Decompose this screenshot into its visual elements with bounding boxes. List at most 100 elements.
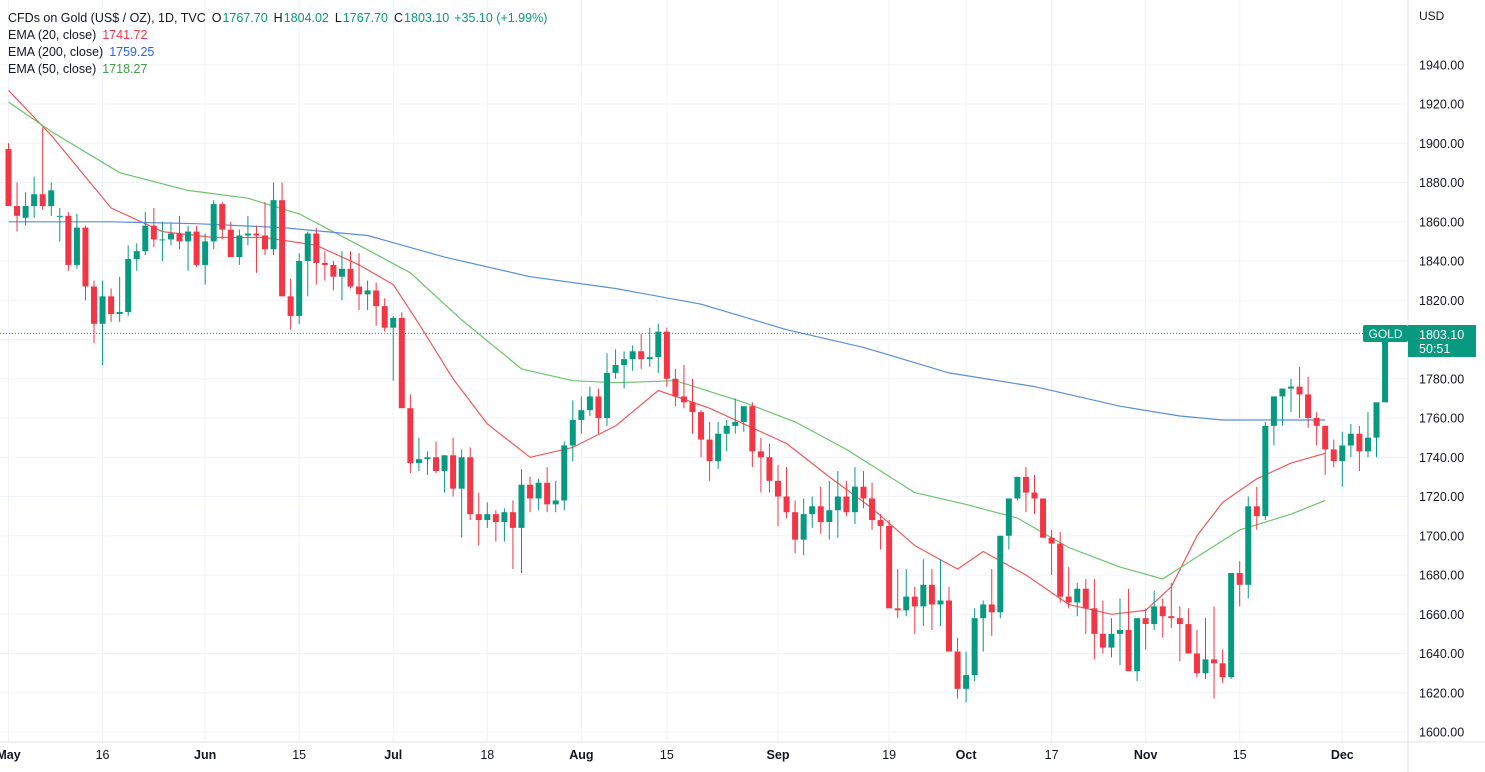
candle — [262, 202, 268, 256]
candle-body — [1313, 418, 1320, 426]
candle — [458, 449, 465, 538]
y-tick-label: 1880.00 — [1419, 176, 1464, 190]
candle-body — [330, 264, 337, 277]
x-tick-label: 15 — [292, 748, 306, 762]
y-tick-label: 1900.00 — [1419, 137, 1464, 151]
candle-body — [817, 506, 824, 523]
legend-ema20-row[interactable]: EMA (20, close) 1741.72 — [8, 27, 547, 44]
candle — [1176, 606, 1183, 662]
candle — [1245, 496, 1252, 599]
legend-ema200-row[interactable]: EMA (200, close) 1759.25 — [8, 44, 547, 61]
candle — [937, 559, 944, 627]
x-tick-label: Oct — [956, 748, 978, 762]
candle-body — [1176, 618, 1183, 625]
legend-low-label: L — [334, 11, 342, 25]
candle — [492, 510, 499, 542]
candle-body — [1330, 449, 1337, 462]
candle-body — [775, 480, 781, 497]
candle — [638, 333, 645, 369]
candle-body — [749, 406, 756, 452]
x-tick-label: 16 — [96, 748, 110, 762]
candle-body — [860, 486, 867, 499]
candle-body — [723, 425, 730, 434]
candle-body — [911, 596, 918, 607]
candle — [1356, 425, 1363, 471]
candle — [672, 368, 679, 407]
y-tick-label: 1780.00 — [1419, 372, 1464, 386]
candle — [424, 451, 431, 475]
candle-body — [210, 204, 217, 242]
candle — [954, 637, 961, 699]
candle — [1082, 578, 1089, 634]
candle-body — [1142, 618, 1149, 625]
candle — [826, 480, 833, 540]
candle-body — [492, 514, 499, 523]
candle — [185, 225, 192, 271]
legend-high-label: H — [273, 11, 283, 25]
candle-body — [689, 402, 696, 413]
candle-body — [988, 604, 995, 613]
candle-body — [116, 312, 123, 314]
candle — [108, 288, 115, 322]
candle-body — [56, 215, 63, 217]
candle-body — [313, 233, 320, 263]
candle — [1211, 606, 1218, 699]
legend-change: +35.10 (+1.99%) — [454, 11, 548, 25]
candle-body — [458, 457, 465, 489]
candle-body — [31, 194, 38, 207]
candle — [886, 520, 893, 609]
legend-ohlc-row[interactable]: CFDs on Gold (US$ / OZ), 1D, TVC O1767.70… — [8, 10, 547, 27]
candle — [501, 508, 508, 542]
candle-body — [1091, 608, 1098, 634]
candle — [219, 202, 226, 240]
time-axis[interactable]: May 16 Jun 15 Jul 18 Aug 15 Sep 19 Oct 17 Nov 15 Dec — [0, 741, 1485, 762]
candle — [928, 569, 935, 630]
candle-body — [655, 331, 662, 358]
candle-body — [963, 675, 970, 689]
candle — [1014, 476, 1021, 501]
ema50-label: EMA (50, close) — [8, 62, 97, 76]
candle-body — [167, 233, 174, 240]
candle-body — [1347, 433, 1354, 446]
candle-body — [971, 618, 978, 676]
candle-body — [663, 331, 670, 379]
candle — [1005, 498, 1012, 550]
candle — [569, 400, 576, 462]
candle-body — [450, 455, 457, 489]
candle-body — [800, 514, 807, 540]
candle — [484, 502, 491, 528]
candle — [1219, 649, 1226, 683]
x-tick-label: 15 — [660, 748, 674, 762]
candle — [1330, 439, 1337, 468]
candle — [749, 402, 756, 468]
y-tick-label: 1940.00 — [1419, 58, 1464, 72]
candle-body — [236, 235, 243, 258]
candle — [971, 608, 978, 681]
x-tick-label: 18 — [480, 748, 494, 762]
candle — [227, 221, 234, 258]
candle — [715, 421, 722, 470]
candle-body — [398, 317, 405, 409]
price-axis[interactable]: 1600.00 1620.00 1640.00 1660.00 1680.00 1700.… — [1407, 0, 1464, 772]
candle — [82, 225, 89, 301]
candle-body — [672, 378, 679, 397]
candle-body — [1356, 433, 1363, 452]
candle — [356, 253, 363, 311]
candle-body — [646, 357, 653, 360]
candle — [663, 327, 670, 387]
candle — [1347, 423, 1354, 458]
candle-body — [1270, 396, 1277, 426]
y-tick-label: 1840.00 — [1419, 255, 1464, 269]
candle — [65, 211, 72, 271]
candle-body — [262, 235, 268, 250]
candle — [604, 353, 610, 426]
candle — [518, 469, 525, 574]
candle — [1040, 498, 1047, 538]
candle — [1373, 402, 1380, 458]
candle-body — [809, 506, 816, 515]
candle-body — [698, 412, 705, 440]
candle — [99, 280, 106, 366]
ema20-line — [8, 89, 1326, 615]
legend-ema50-row[interactable]: EMA (50, close) 1718.27 — [8, 61, 547, 78]
